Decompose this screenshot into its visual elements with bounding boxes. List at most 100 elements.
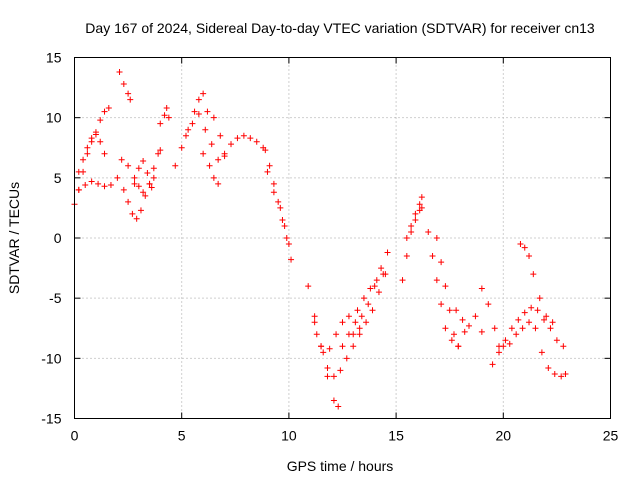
data-point — [283, 235, 290, 241]
y-tick-label: -15 — [41, 411, 61, 427]
y-tick-label: 10 — [46, 110, 62, 126]
data-point — [354, 307, 361, 314]
data-point — [538, 349, 545, 356]
data-point — [560, 343, 567, 350]
data-point — [536, 295, 543, 302]
data-point — [326, 345, 333, 352]
series-prn-h — [157, 105, 172, 127]
data-point — [285, 241, 292, 248]
series-prn-q — [311, 319, 363, 380]
series-prn-s — [339, 249, 391, 350]
data-point — [358, 313, 365, 320]
data-point — [526, 253, 533, 260]
series-prn-x — [418, 204, 468, 350]
data-point — [547, 325, 554, 332]
data-point — [185, 126, 192, 133]
data-point — [191, 108, 198, 115]
data-point — [528, 304, 535, 311]
data-point — [418, 194, 425, 201]
data-point — [433, 277, 440, 284]
data-point — [318, 343, 325, 350]
data-point — [279, 216, 286, 223]
data-point — [519, 325, 526, 332]
series-prn-u — [354, 271, 387, 314]
data-point — [412, 216, 419, 223]
data-point — [541, 316, 548, 323]
data-point — [549, 319, 556, 326]
data-point — [478, 328, 485, 335]
data-point — [140, 189, 147, 196]
data-point — [234, 135, 241, 142]
data-point — [513, 331, 520, 338]
y-tick-label: -10 — [41, 350, 61, 366]
data-point — [403, 235, 410, 241]
data-point — [508, 325, 515, 332]
data-point — [403, 253, 410, 260]
data-points — [71, 68, 569, 410]
data-point — [75, 186, 82, 193]
data-point — [360, 295, 367, 302]
data-point — [530, 271, 537, 278]
data-point — [101, 108, 108, 115]
data-point — [150, 174, 157, 181]
series-prn-y — [433, 235, 462, 350]
data-point — [215, 180, 222, 187]
data-point — [367, 285, 374, 292]
data-point — [125, 198, 132, 205]
data-point — [228, 141, 235, 148]
data-point — [217, 132, 224, 139]
data-point — [133, 215, 140, 222]
data-point — [532, 325, 539, 332]
data-point — [215, 156, 222, 163]
data-point — [339, 319, 346, 326]
data-point — [275, 198, 282, 205]
x-tick-label: 25 — [603, 428, 619, 444]
data-point — [88, 135, 95, 142]
data-point — [343, 355, 350, 362]
series-prn-l — [200, 150, 222, 187]
data-point — [264, 168, 271, 175]
data-point — [455, 343, 462, 350]
data-point — [465, 322, 472, 329]
series-prn-c — [75, 178, 114, 193]
data-point — [101, 150, 108, 157]
data-point — [375, 289, 382, 296]
data-point — [182, 132, 189, 139]
data-point — [418, 204, 425, 211]
data-point — [137, 207, 144, 214]
series-prn-g — [131, 157, 155, 191]
data-point — [288, 256, 295, 263]
data-point — [277, 204, 284, 211]
x-tick-label: 20 — [496, 428, 512, 444]
x-axis-label: GPS time / hours — [287, 458, 394, 474]
series-prn-aa — [478, 285, 503, 350]
data-point — [204, 108, 211, 115]
data-point — [478, 285, 485, 292]
data-point — [84, 144, 91, 151]
data-point — [502, 337, 509, 344]
series-prn-f — [114, 174, 157, 222]
data-point — [135, 183, 142, 190]
data-point — [155, 150, 162, 157]
data-point — [142, 192, 149, 199]
data-point — [416, 201, 423, 208]
x-tick-label: 15 — [388, 428, 404, 444]
data-point — [345, 313, 352, 320]
data-point — [161, 112, 168, 119]
grid — [74, 57, 611, 419]
series-prn-ab — [489, 304, 567, 368]
data-point — [521, 244, 528, 251]
data-point — [425, 228, 432, 235]
data-point — [125, 162, 132, 169]
data-point — [453, 307, 460, 314]
data-point — [131, 174, 138, 181]
data-point — [553, 337, 560, 344]
data-point — [339, 343, 346, 350]
data-point — [446, 307, 453, 314]
data-point — [496, 349, 503, 356]
series-prn-ad — [517, 241, 556, 326]
data-point — [75, 168, 82, 175]
data-point — [80, 156, 87, 163]
data-point — [206, 162, 213, 169]
